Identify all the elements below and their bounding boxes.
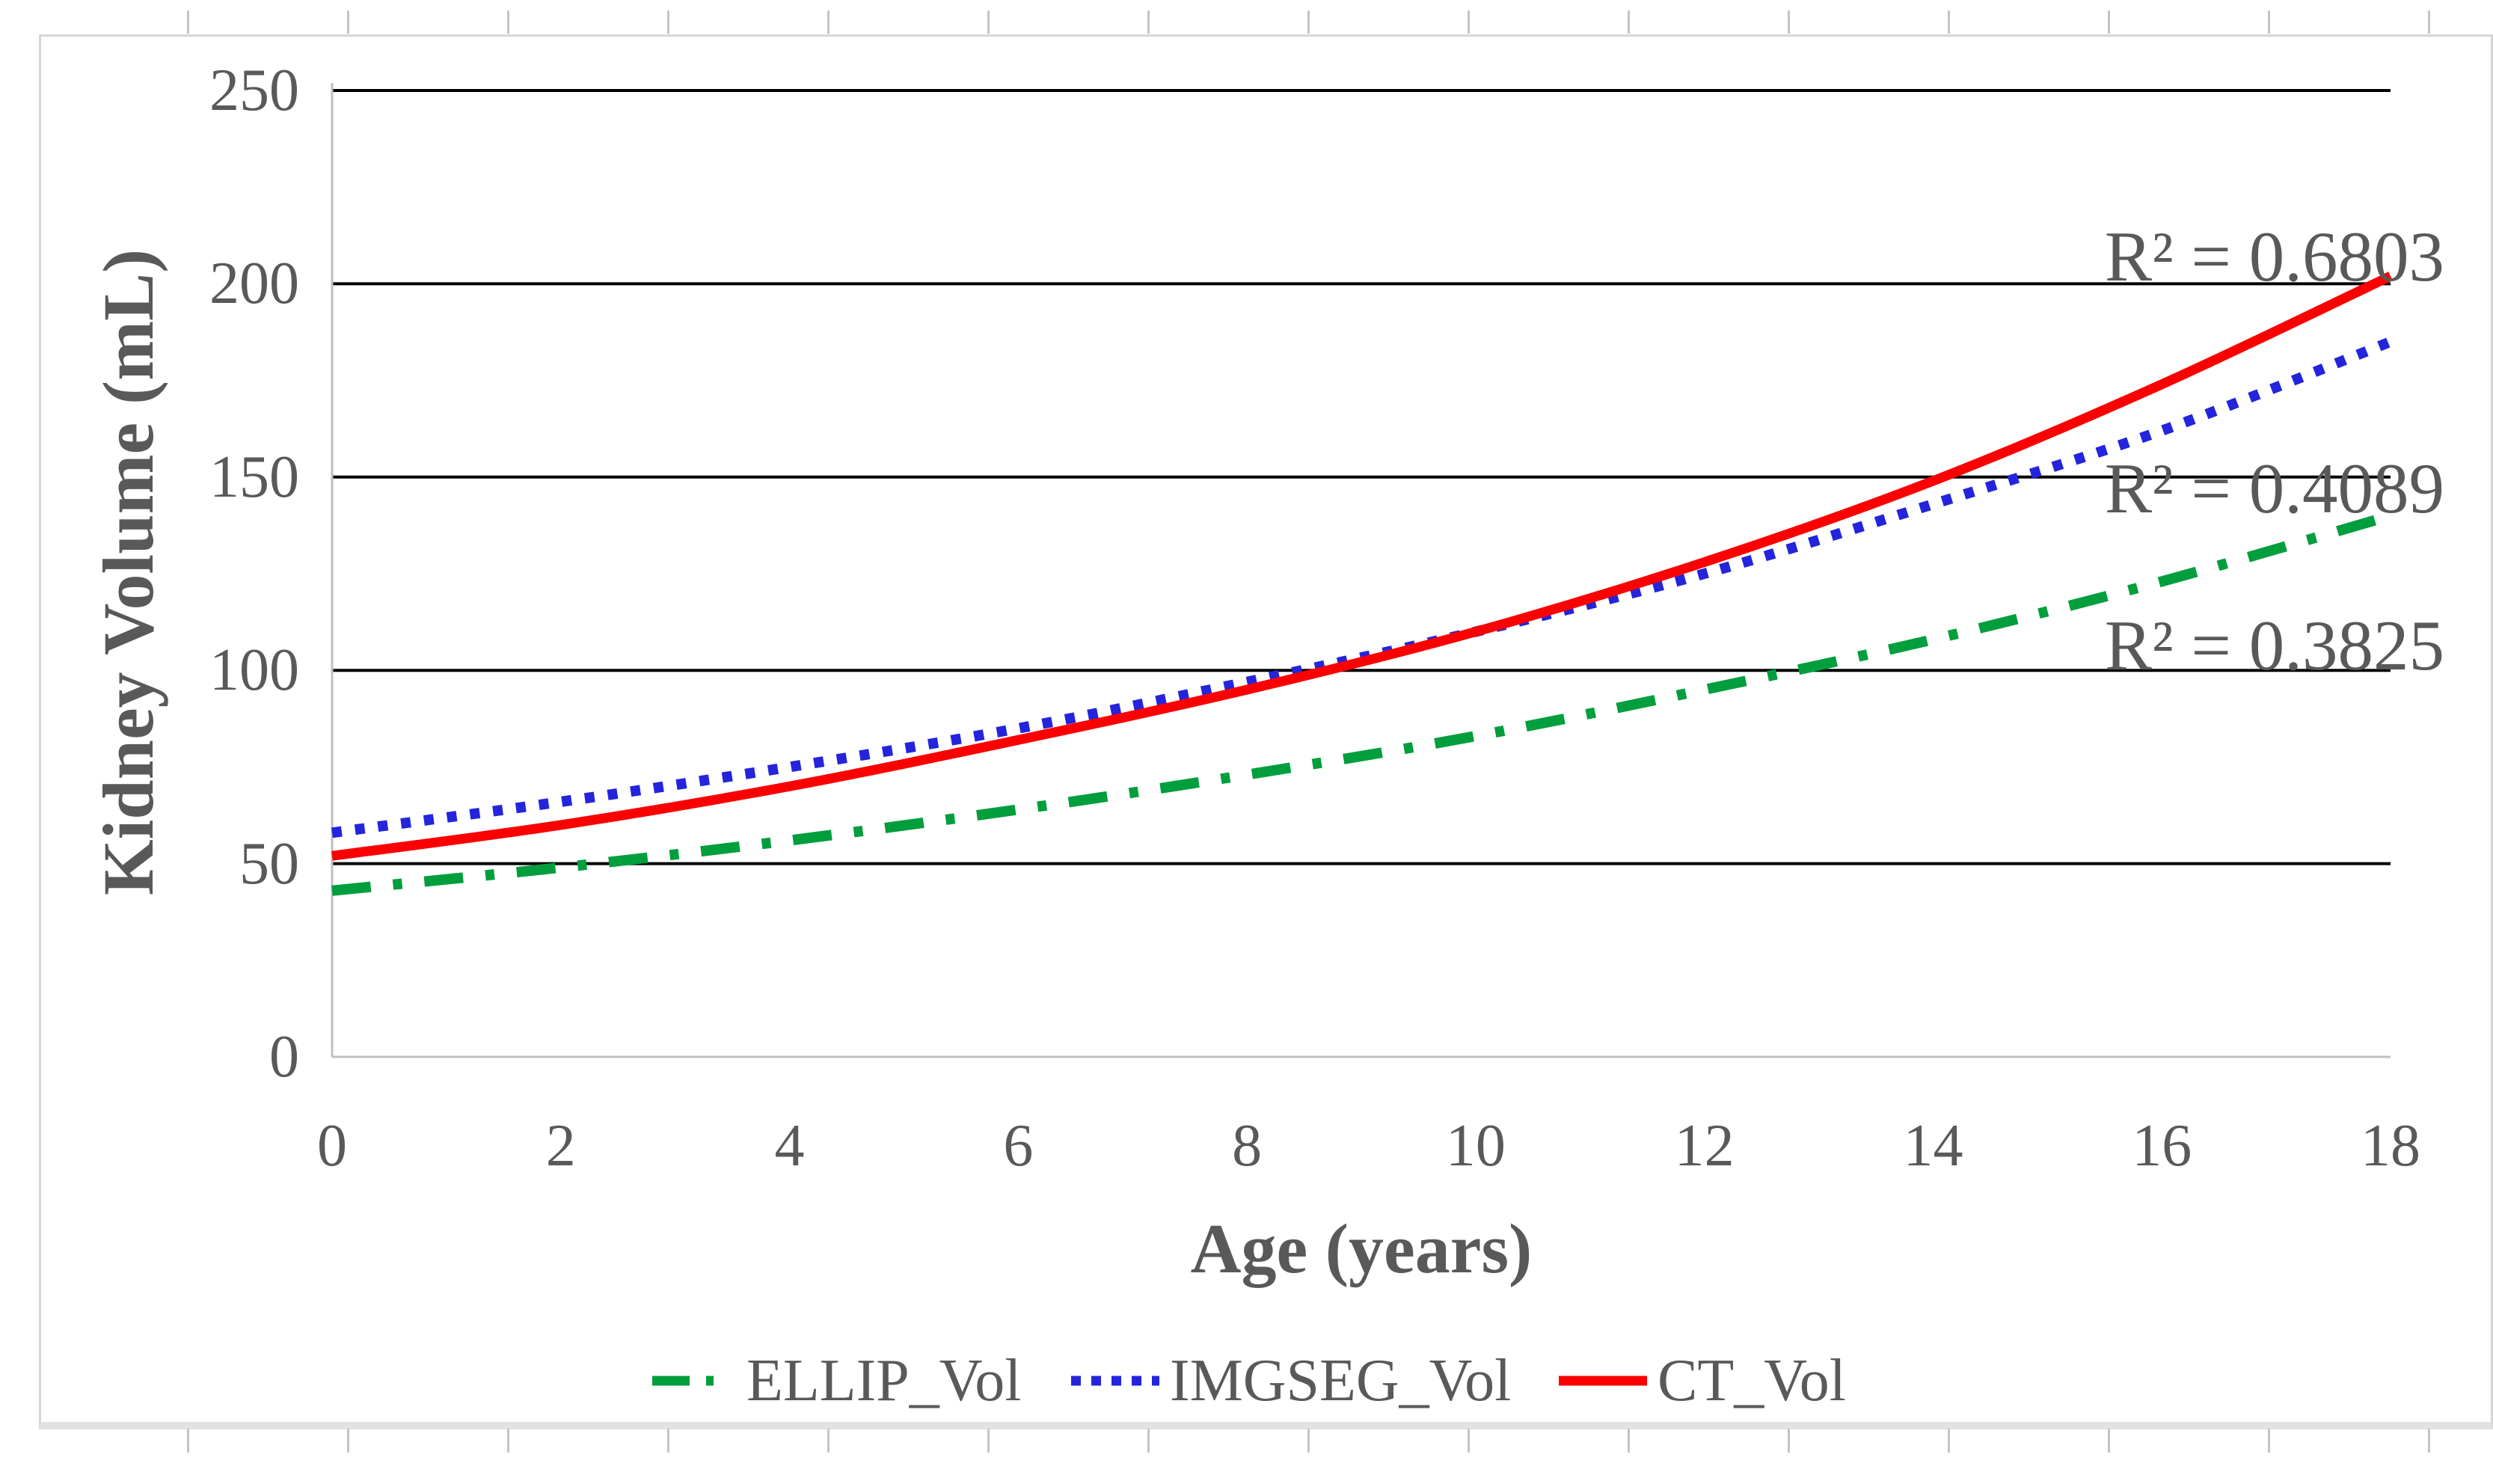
ruler-tick (1788, 10, 1790, 34)
y-tick-label-100: 100 (209, 637, 299, 704)
ruler-tick (1628, 1429, 1630, 1453)
ruler-tick (827, 1429, 830, 1453)
r-squared-annotation-imgseg: R² = 0.4089 (2104, 449, 2444, 529)
ct-vol-line-sample (1559, 1376, 1647, 1386)
x-tick-label-2: 2 (545, 1113, 576, 1179)
ruler-tick (1307, 10, 1310, 34)
x-tick-label-0: 0 (317, 1113, 347, 1179)
x-tick-label-4: 4 (774, 1113, 805, 1179)
ruler-tick (1307, 1429, 1310, 1453)
legend-label-imgseg-vol: IMGSEG_Vol (1170, 1348, 1512, 1414)
ruler-tick (987, 1429, 990, 1453)
x-tick-label-16: 16 (2132, 1113, 2192, 1179)
curve-ellip-vol[interactable] (331, 510, 2392, 896)
ruler-tick (1468, 10, 1470, 34)
ellip-vol-line-sample (652, 1376, 718, 1386)
x-axis-title: Age (years) (1190, 1210, 1533, 1288)
ruler-tick (667, 10, 669, 34)
ruler-tick (507, 10, 509, 34)
ruler-tick (1628, 10, 1630, 34)
ruler-tick (2268, 1429, 2270, 1453)
ruler-tick (667, 1429, 669, 1453)
ruler-tick (1948, 10, 1950, 34)
y-tick-label-150: 150 (209, 444, 299, 510)
r-squared-annotation-ct: R² = 0.6803 (2104, 217, 2444, 297)
ruler-tick (1147, 1429, 1150, 1453)
legend-label-ellip-vol: ELLIP_Vol (746, 1348, 1022, 1414)
ruler-tick (1788, 1429, 1790, 1453)
ruler-tick (347, 1429, 349, 1453)
ruler-tick (1147, 10, 1150, 34)
ruler-tick (2428, 10, 2430, 34)
ruler-tick (2268, 10, 2270, 34)
x-tick-label-18: 18 (2361, 1113, 2420, 1179)
x-tick-label-6: 6 (1003, 1113, 1034, 1179)
ruler-tick (987, 10, 990, 34)
ruler-tick (2108, 1429, 2110, 1453)
curve-ct-vol[interactable] (331, 272, 2393, 861)
legend-item-imgseg-vol[interactable]: IMGSEG_Vol (1070, 1336, 1511, 1426)
x-tick-label-10: 10 (1445, 1113, 1506, 1179)
ruler-tick (1468, 1429, 1470, 1453)
x-tick-label-8: 8 (1232, 1113, 1263, 1179)
y-tick-label-250: 250 (209, 58, 299, 123)
imgseg-vol-line-sample (1071, 1376, 1159, 1386)
ruler-tick (1948, 1429, 1950, 1453)
x-tick-label-12: 12 (1674, 1113, 1735, 1179)
ruler-tick (347, 10, 349, 34)
y-tick-label-200: 200 (209, 251, 299, 317)
r-squared-annotation-ellip: R² = 0.3825 (2104, 605, 2444, 685)
legend-item-ct-vol[interactable]: CT_Vol (1557, 1336, 1846, 1426)
ruler-tick (2428, 1429, 2430, 1453)
ruler-tick (187, 10, 189, 34)
ruler-tick (187, 1429, 189, 1453)
x-tick-label-14: 14 (1903, 1113, 1963, 1179)
y-tick-label-50: 50 (239, 830, 299, 897)
figure-frame (39, 34, 2493, 1429)
y-axis-title: Kidney Volume (mL) (88, 248, 168, 896)
ruler-tick (507, 1429, 509, 1453)
ruler-tick (827, 10, 830, 34)
ruler-tick (2108, 10, 2110, 34)
legend-item-ellip-vol[interactable]: ELLIP_Vol (651, 1336, 1021, 1426)
legend-label-ct-vol: CT_Vol (1658, 1348, 1846, 1414)
y-tick-label-0: 0 (269, 1024, 299, 1090)
